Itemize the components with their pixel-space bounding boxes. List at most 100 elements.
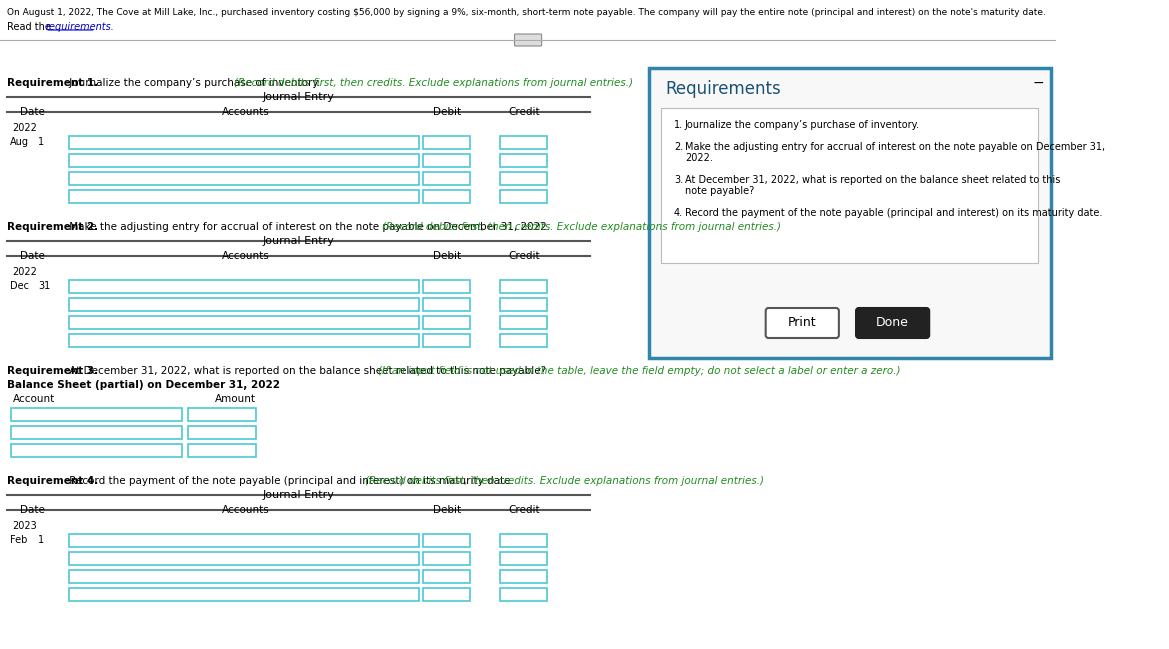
- FancyBboxPatch shape: [69, 172, 420, 185]
- Text: Debit: Debit: [434, 505, 462, 515]
- Text: Feb: Feb: [11, 535, 27, 545]
- Text: Accounts: Accounts: [222, 251, 270, 261]
- FancyBboxPatch shape: [499, 190, 547, 203]
- Text: 2022: 2022: [13, 267, 37, 277]
- Text: Amount: Amount: [215, 394, 256, 404]
- Text: 2023: 2023: [13, 521, 37, 531]
- Text: Journalize the company’s purchase of inventory.: Journalize the company’s purchase of inv…: [685, 120, 920, 130]
- FancyBboxPatch shape: [69, 298, 420, 311]
- Text: Journal Entry: Journal Entry: [263, 92, 334, 102]
- Text: (If an input field is not used in the table, leave the field empty; do not selec: (If an input field is not used in the ta…: [379, 366, 901, 376]
- FancyBboxPatch shape: [499, 588, 547, 601]
- Text: Print: Print: [788, 317, 817, 330]
- Text: Read the: Read the: [7, 22, 54, 32]
- Text: Date: Date: [20, 107, 44, 117]
- Text: Journalize the company’s purchase of inventory.: Journalize the company’s purchase of inv…: [65, 78, 324, 88]
- Text: Make the adjusting entry for accrual of interest on the note payable on December: Make the adjusting entry for accrual of …: [685, 142, 1105, 152]
- FancyBboxPatch shape: [499, 316, 547, 329]
- FancyBboxPatch shape: [423, 136, 470, 149]
- Text: Credit: Credit: [509, 107, 540, 117]
- FancyBboxPatch shape: [188, 426, 256, 439]
- FancyBboxPatch shape: [69, 334, 420, 347]
- Text: Record the payment of the note payable (principal and interest) on its maturity : Record the payment of the note payable (…: [685, 208, 1102, 218]
- FancyBboxPatch shape: [69, 570, 420, 583]
- FancyBboxPatch shape: [499, 280, 547, 293]
- Text: Requirements: Requirements: [665, 80, 781, 98]
- Text: 4.: 4.: [675, 208, 683, 218]
- FancyBboxPatch shape: [423, 334, 470, 347]
- Text: At December 31, 2022, what is reported on the balance sheet related to this: At December 31, 2022, what is reported o…: [685, 175, 1060, 185]
- FancyBboxPatch shape: [423, 588, 470, 601]
- FancyBboxPatch shape: [499, 136, 547, 149]
- FancyBboxPatch shape: [662, 108, 1038, 263]
- FancyBboxPatch shape: [499, 534, 547, 547]
- FancyBboxPatch shape: [69, 316, 420, 329]
- Text: requirements.: requirements.: [46, 22, 115, 32]
- FancyBboxPatch shape: [423, 552, 470, 565]
- FancyBboxPatch shape: [188, 444, 256, 457]
- FancyBboxPatch shape: [69, 154, 420, 167]
- Text: At December 31, 2022, what is reported on the balance sheet related to this note: At December 31, 2022, what is reported o…: [65, 366, 549, 376]
- Text: Balance Sheet (partial) on December 31, 2022: Balance Sheet (partial) on December 31, …: [7, 380, 281, 390]
- Text: Accounts: Accounts: [222, 107, 270, 117]
- Text: Accounts: Accounts: [222, 505, 270, 515]
- Text: Done: Done: [877, 317, 909, 330]
- Text: (Record debits first, then credits. Exclude explanations from journal entries.): (Record debits first, then credits. Excl…: [382, 222, 781, 232]
- Text: −: −: [1032, 76, 1044, 90]
- Text: (Record debits first, then credits. Exclude explanations from journal entries.): (Record debits first, then credits. Excl…: [234, 78, 634, 88]
- FancyBboxPatch shape: [423, 190, 470, 203]
- Text: 1.: 1.: [675, 120, 683, 130]
- FancyBboxPatch shape: [499, 172, 547, 185]
- Text: 1: 1: [37, 535, 44, 545]
- FancyBboxPatch shape: [69, 190, 420, 203]
- Text: Account: Account: [13, 394, 55, 404]
- FancyBboxPatch shape: [649, 68, 1051, 358]
- Text: Record the payment of the note payable (principal and interest) on its maturity : Record the payment of the note payable (…: [65, 476, 517, 486]
- FancyBboxPatch shape: [499, 154, 547, 167]
- Text: Credit: Credit: [509, 251, 540, 261]
- FancyBboxPatch shape: [69, 552, 420, 565]
- FancyBboxPatch shape: [69, 280, 420, 293]
- Text: Aug: Aug: [11, 137, 29, 147]
- Text: Journal Entry: Journal Entry: [263, 236, 334, 246]
- FancyBboxPatch shape: [188, 408, 256, 421]
- Text: 1: 1: [37, 137, 44, 147]
- Text: 2022.: 2022.: [685, 153, 713, 163]
- Text: Requirement 3.: Requirement 3.: [7, 366, 98, 376]
- FancyBboxPatch shape: [69, 136, 420, 149]
- FancyBboxPatch shape: [499, 552, 547, 565]
- FancyBboxPatch shape: [423, 534, 470, 547]
- FancyBboxPatch shape: [499, 570, 547, 583]
- Text: Date: Date: [20, 505, 44, 515]
- Text: Requirement 2.: Requirement 2.: [7, 222, 98, 232]
- Text: 31: 31: [37, 281, 50, 291]
- Text: 2.: 2.: [675, 142, 683, 152]
- FancyBboxPatch shape: [423, 154, 470, 167]
- Text: Make the adjusting entry for accrual of interest on the note payable on December: Make the adjusting entry for accrual of …: [65, 222, 553, 232]
- FancyBboxPatch shape: [499, 334, 547, 347]
- Text: (Record debits first, then credits. Exclude explanations from journal entries.): (Record debits first, then credits. Excl…: [365, 476, 763, 486]
- FancyBboxPatch shape: [423, 316, 470, 329]
- Text: 2022: 2022: [13, 123, 37, 133]
- Text: Dec: Dec: [11, 281, 29, 291]
- FancyBboxPatch shape: [499, 298, 547, 311]
- Text: On August 1, 2022, The Cove at Mill Lake, Inc., purchased inventory costing $56,: On August 1, 2022, The Cove at Mill Lake…: [7, 8, 1046, 17]
- FancyBboxPatch shape: [423, 298, 470, 311]
- FancyBboxPatch shape: [69, 534, 420, 547]
- FancyBboxPatch shape: [856, 308, 929, 338]
- Text: Requirement 1.: Requirement 1.: [7, 78, 98, 88]
- Text: note payable?: note payable?: [685, 186, 754, 196]
- Text: Date: Date: [20, 251, 44, 261]
- Text: Requirement 4.: Requirement 4.: [7, 476, 98, 486]
- Text: Journal Entry: Journal Entry: [263, 490, 334, 500]
- FancyBboxPatch shape: [11, 426, 182, 439]
- FancyBboxPatch shape: [514, 34, 541, 46]
- FancyBboxPatch shape: [69, 588, 420, 601]
- FancyBboxPatch shape: [11, 444, 182, 457]
- Text: Credit: Credit: [509, 505, 540, 515]
- FancyBboxPatch shape: [11, 408, 182, 421]
- FancyBboxPatch shape: [423, 570, 470, 583]
- FancyBboxPatch shape: [423, 280, 470, 293]
- Text: Debit: Debit: [434, 107, 462, 117]
- Text: 3.: 3.: [675, 175, 683, 185]
